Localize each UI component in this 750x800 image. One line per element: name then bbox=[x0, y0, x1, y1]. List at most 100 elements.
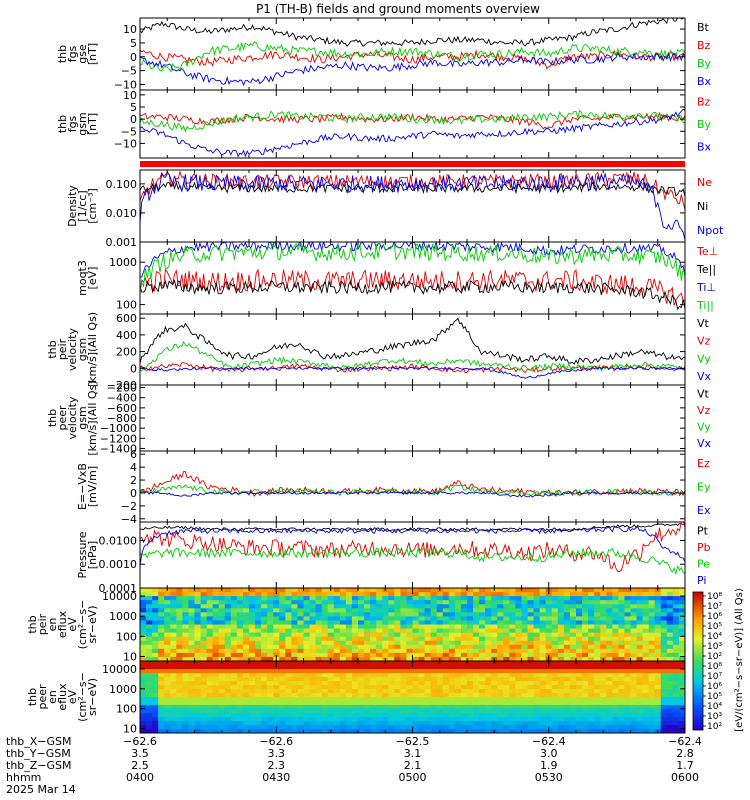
colorbar-tick-label: 10² bbox=[707, 652, 722, 662]
peer-spec-cell bbox=[315, 713, 323, 718]
peer-spec-cell bbox=[424, 701, 432, 706]
peir-spec-cell bbox=[454, 632, 462, 638]
peir-spec-cell bbox=[672, 648, 680, 654]
peir-spec-cell bbox=[412, 640, 420, 646]
peir-spec-cell bbox=[309, 648, 317, 654]
peer-spec-cell bbox=[424, 705, 432, 710]
peir-spec-cell bbox=[273, 644, 280, 650]
peir-spec-cell bbox=[315, 652, 323, 658]
peir-spec-cell bbox=[527, 628, 535, 634]
peer-spec-cell bbox=[448, 689, 456, 694]
peer-spec-cell bbox=[467, 661, 474, 666]
peir-spec-cell bbox=[460, 620, 468, 626]
peer-spec-cell bbox=[497, 705, 504, 710]
peir-spec-cell bbox=[249, 628, 256, 634]
peir-spec-cell bbox=[273, 632, 280, 638]
peer-spec-cell bbox=[467, 673, 474, 678]
peir-spec-cell bbox=[279, 616, 286, 622]
peer-spec-cell bbox=[158, 705, 165, 710]
peer-spec-cell bbox=[545, 701, 553, 706]
peir-spec-cell bbox=[612, 604, 619, 609]
peir-spec-cell bbox=[557, 604, 565, 609]
peer-spec-cell bbox=[327, 705, 335, 710]
peer-spec-cell bbox=[261, 697, 268, 702]
peer-spec-cell bbox=[164, 665, 171, 670]
peer-spec-cell bbox=[594, 717, 601, 722]
peir-spec-cell bbox=[345, 652, 353, 658]
peir-spec-cell bbox=[194, 648, 202, 654]
peir-spec-cell bbox=[503, 588, 510, 593]
peir-spec-cell bbox=[612, 636, 619, 642]
peir-spec-ytick-label: 100 bbox=[116, 630, 137, 643]
peir-spec-cell bbox=[194, 632, 202, 638]
peer-spec-cell bbox=[249, 705, 256, 710]
peer-spec-cell bbox=[370, 721, 377, 726]
peir-spec-cell bbox=[479, 608, 486, 613]
peir-spec-cell bbox=[388, 592, 395, 597]
peer-spec-cell bbox=[170, 685, 177, 690]
peer-spec-cell bbox=[430, 673, 438, 678]
peer-spec-cell bbox=[539, 705, 547, 710]
peir-spec-cell bbox=[485, 632, 492, 638]
peer-spec-cell bbox=[612, 677, 619, 682]
peir-spec-cell bbox=[606, 652, 613, 658]
peer-spec-cell bbox=[242, 697, 250, 702]
efield-ytick-label: 2 bbox=[130, 474, 137, 487]
series-peir-velocity-Vt bbox=[140, 317, 685, 365]
peer-spec-cell bbox=[563, 681, 571, 686]
peir-spec-cell bbox=[612, 592, 619, 597]
peir-spec-cell bbox=[182, 624, 190, 630]
peer-spec-cell bbox=[666, 713, 674, 718]
peer-spec-cell bbox=[606, 721, 613, 726]
peer-spec-cell bbox=[600, 713, 607, 718]
peir-spec-cell bbox=[242, 636, 250, 642]
peir-spec-cell bbox=[509, 588, 517, 593]
peer-spec-cell bbox=[454, 729, 462, 733]
peer-spec-cell bbox=[255, 717, 262, 722]
peir-spec-cell bbox=[394, 600, 401, 605]
peir-spec-cell bbox=[333, 600, 341, 605]
peer-spec-cell bbox=[291, 665, 299, 670]
peer-spec-cell bbox=[345, 689, 353, 694]
peir-spec-cell bbox=[460, 616, 468, 622]
peir-spec-cell bbox=[473, 632, 480, 638]
peir-spec-cell bbox=[158, 616, 165, 622]
peer-spec-cell bbox=[267, 685, 274, 690]
peer-spec-cell bbox=[491, 717, 498, 722]
peer-spec-cell bbox=[648, 669, 656, 674]
peir-spec-cell bbox=[491, 620, 498, 626]
peir-spec-cell bbox=[364, 648, 371, 654]
peer-spec-cell bbox=[533, 729, 541, 733]
peir-spec-cell bbox=[503, 652, 510, 658]
peer-spec-cell bbox=[588, 669, 595, 674]
peer-spec-cell bbox=[382, 689, 389, 694]
peir-spec-cell bbox=[382, 636, 389, 642]
peer-spec-cell bbox=[388, 705, 395, 710]
peir-spec-cell bbox=[236, 636, 244, 642]
peir-spec-cell bbox=[485, 604, 492, 609]
peir-spec-cell bbox=[454, 608, 462, 613]
peer-spec-cell bbox=[291, 705, 299, 710]
peer-spec-cell bbox=[533, 669, 541, 674]
peer-spec-cell bbox=[364, 685, 371, 690]
peir-spec-cell bbox=[479, 656, 486, 661]
peir-spec-cell bbox=[533, 632, 541, 638]
peir-spec-cell bbox=[642, 616, 650, 622]
footer-y_gsm-value: 3.1 bbox=[403, 747, 422, 760]
peer-spec-cell bbox=[642, 669, 650, 674]
peer-spec-cell bbox=[479, 721, 486, 726]
peer-spec-cell bbox=[146, 701, 153, 706]
peer-spec-cell bbox=[527, 725, 535, 730]
peer-spec-cell bbox=[551, 665, 559, 670]
peir-spec-cell bbox=[442, 588, 450, 593]
peir-spec-cell bbox=[394, 588, 401, 593]
peer-spec-cell bbox=[224, 677, 232, 682]
peir-spec-cell bbox=[188, 640, 196, 646]
peir-spec-cell bbox=[582, 604, 589, 609]
peer-spec-cell bbox=[473, 669, 480, 674]
peer-spec-cell bbox=[182, 669, 190, 674]
peir-spec-cell bbox=[146, 656, 153, 661]
peer-spec-cell bbox=[672, 713, 680, 718]
peir-spec-cell bbox=[188, 612, 196, 617]
peer-spec-cell bbox=[152, 689, 159, 694]
